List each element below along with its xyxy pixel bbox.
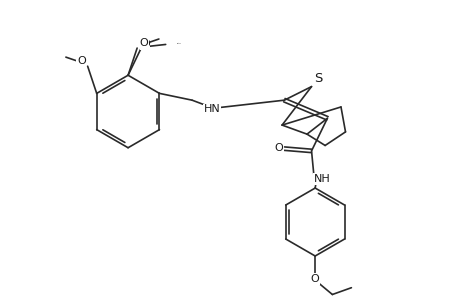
Text: O: O: [139, 38, 147, 48]
Text: O: O: [274, 143, 283, 153]
Text: O: O: [140, 40, 149, 50]
Text: HN: HN: [203, 104, 220, 114]
Text: NH: NH: [313, 174, 330, 184]
Text: O: O: [77, 56, 85, 66]
Text: O: O: [310, 274, 319, 284]
Text: methyl: methyl: [176, 43, 181, 44]
Text: S: S: [313, 72, 322, 85]
